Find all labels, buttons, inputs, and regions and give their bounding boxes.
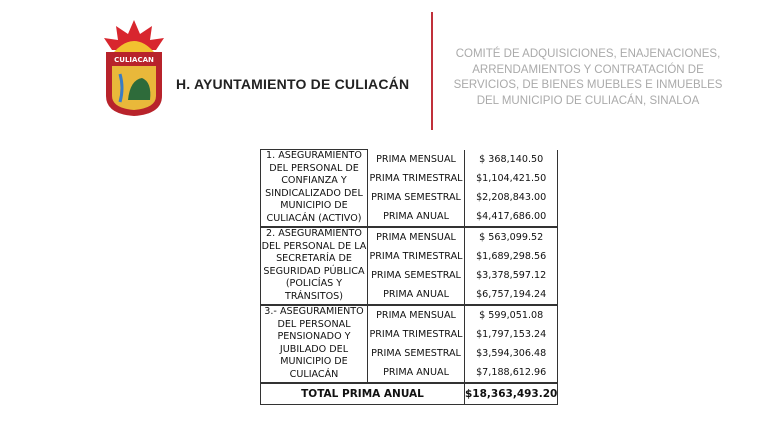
culiacan-coat-of-arms-logo: CULIACAN (104, 20, 164, 116)
table-row: PRIMA TRIMESTRAL $1,797,153.24 (261, 324, 559, 344)
premium-amount: $ 368,140.50 (463, 149, 559, 169)
premium-amount: $ 599,051.08 (463, 304, 559, 325)
premium-type: PRIMA TRIMESTRAL (367, 246, 465, 266)
table-row: PRIMA ANUAL $6,757,194.24 (261, 284, 559, 306)
table-row: PRIMA SEMESTRAL $2,208,843.00 (261, 187, 559, 207)
premium-amount: $6,757,194.24 (463, 284, 559, 306)
premium-type: PRIMA ANUAL (367, 206, 465, 228)
premium-table: 1. ASEGURAMIENTO DEL PERSONAL DE CONFIAN… (260, 149, 559, 405)
table-row: PRIMA ANUAL $4,417,686.00 (261, 206, 559, 228)
premium-amount: $7,188,612.96 (463, 362, 559, 384)
header-divider (431, 12, 433, 130)
premium-type: PRIMA ANUAL (367, 284, 465, 306)
organization-name: H. AYUNTAMIENTO DE CULIACÁN (176, 76, 410, 92)
coverage-group-label: 3.- ASEGURAMIENTO DEL PERSONAL PENSIONAD… (260, 304, 368, 384)
premium-amount: $1,689,298.56 (463, 246, 559, 266)
table-row: 2. ASEGURAMIENTO DEL PERSONAL DE LA SECR… (260, 226, 559, 306)
table-row: PRIMA TRIMESTRAL $1,689,298.56 (261, 246, 559, 266)
committee-title: COMITÉ DE ADQUISICIONES, ENAJENACIONES, … (446, 47, 730, 109)
table-row: 3.- ASEGURAMIENTO DEL PERSONAL PENSIONAD… (260, 304, 559, 384)
premium-amount: $ 563,099.52 (463, 226, 559, 247)
premium-type: PRIMA MENSUAL (367, 226, 465, 247)
premium-amount: $4,417,686.00 (463, 206, 559, 228)
table-row: PRIMA SEMESTRAL $3,594,306.48 (261, 343, 559, 363)
table-row: PRIMA SEMESTRAL $3,378,597.12 (261, 265, 559, 285)
committee-line: DEL MUNICIPIO DE CULIACÁN, SINALOA (476, 94, 700, 107)
premium-type: PRIMA SEMESTRAL (367, 265, 465, 285)
coverage-group-label: 2. ASEGURAMIENTO DEL PERSONAL DE LA SECR… (260, 226, 368, 306)
total-row: TOTAL PRIMA ANUAL $18,363,493.20 (260, 382, 559, 405)
premium-type: PRIMA SEMESTRAL (367, 187, 465, 207)
table-row: PRIMA ANUAL $7,188,612.96 (261, 362, 559, 384)
premium-amount: $3,594,306.48 (463, 343, 559, 363)
premium-amount: $3,378,597.12 (463, 265, 559, 285)
premium-amount: $1,104,421.50 (463, 168, 559, 188)
premium-type: PRIMA TRIMESTRAL (367, 324, 465, 344)
premium-type: PRIMA ANUAL (367, 362, 465, 384)
table-row: 1. ASEGURAMIENTO DEL PERSONAL DE CONFIAN… (260, 149, 559, 228)
premium-type: PRIMA SEMESTRAL (367, 343, 465, 363)
committee-line: ARRENDAMIENTOS Y CONTRATACIÓN DE (472, 63, 704, 76)
committee-line: SERVICIOS, DE BIENES MUEBLES E INMUEBLES (453, 79, 723, 91)
coverage-group-label: 1. ASEGURAMIENTO DEL PERSONAL DE CONFIAN… (260, 149, 368, 228)
premium-type: PRIMA TRIMESTRAL (367, 168, 465, 188)
premium-type: PRIMA MENSUAL (367, 304, 465, 325)
committee-line: COMITÉ DE ADQUISICIONES, ENAJENACIONES, (455, 48, 721, 60)
svg-text:CULIACAN: CULIACAN (114, 56, 154, 64)
total-amount: $18,363,493.20 (463, 382, 559, 405)
table-row: PRIMA TRIMESTRAL $1,104,421.50 (261, 168, 559, 188)
total-label: TOTAL PRIMA ANUAL (260, 382, 465, 405)
premium-type: PRIMA MENSUAL (367, 149, 465, 169)
premium-amount: $1,797,153.24 (463, 324, 559, 344)
premium-amount: $2,208,843.00 (463, 187, 559, 207)
